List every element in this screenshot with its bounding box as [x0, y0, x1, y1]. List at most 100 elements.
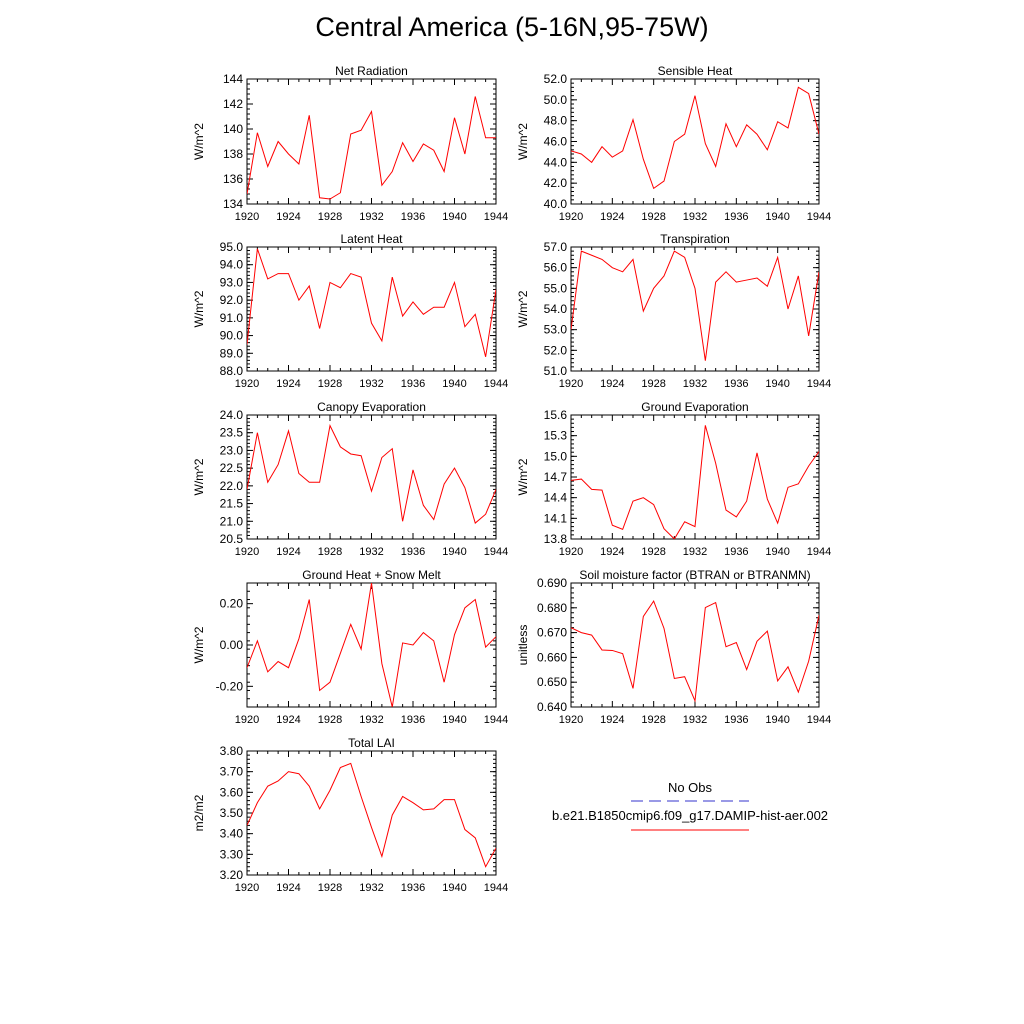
y-tick-label: 57.0 [544, 240, 568, 254]
y-tick-label: 0.640 [537, 700, 567, 714]
series-line [247, 762, 496, 868]
panel-7: 1920 1924 1928 1932 1936 1940 1944 -0.20 0.00 0.2… [192, 568, 508, 726]
y-tick-label: 3.50 [220, 806, 244, 820]
x-tick-label: 1940 [765, 378, 789, 390]
legend-obs-label: No Obs [668, 780, 713, 795]
panel-title: Latent Heat [340, 232, 403, 246]
y-tick-label: 95.0 [220, 240, 244, 254]
y-tick-label: 21.5 [220, 497, 244, 511]
y-tick-label: 134 [223, 197, 243, 211]
x-tick-label: 1944 [484, 714, 508, 726]
x-tick-label: 1932 [683, 714, 707, 726]
y-tick-label: 93.0 [220, 275, 244, 289]
x-tick-label: 1924 [600, 211, 624, 223]
panel-2: 1920 1924 1928 1932 1936 1940 1944 40.0 42.0 44.0… [516, 64, 831, 223]
x-tick-label: 1940 [442, 546, 466, 558]
panel-title: Soil moisture factor (BTRAN or BTRANMN) [579, 568, 810, 582]
plot-frame [246, 78, 497, 205]
x-tick-label: 1932 [359, 882, 383, 894]
plot-frame [246, 582, 497, 708]
plot-frame [570, 582, 820, 708]
x-tick-label: 1920 [559, 714, 583, 726]
y-tick-label: -0.20 [216, 679, 244, 693]
y-tick-label: 3.60 [220, 785, 244, 799]
y-tick-label: 52.0 [544, 72, 568, 86]
y-tick-label: 15.3 [544, 429, 568, 443]
y-tick-label: 51.0 [544, 364, 568, 378]
y-axis-label: W/m^2 [192, 123, 206, 160]
y-tick-label: 92.0 [220, 293, 244, 307]
x-tick-label: 1936 [401, 882, 425, 894]
y-tick-label: 54.0 [544, 302, 568, 316]
x-tick-label: 1932 [359, 378, 383, 390]
y-tick-label: 138 [223, 147, 243, 161]
plot-frame [246, 414, 497, 540]
x-tick-label: 1928 [641, 378, 665, 390]
x-tick-label: 1920 [235, 211, 259, 223]
y-tick-label: 0.660 [537, 650, 567, 664]
y-axis-label: W/m^2 [192, 290, 206, 327]
x-tick-label: 1932 [359, 546, 383, 558]
x-tick-label: 1928 [318, 378, 342, 390]
y-tick-label: 144 [223, 72, 243, 86]
x-tick-label: 1932 [683, 378, 707, 390]
y-tick-label: 15.6 [544, 408, 568, 422]
y-tick-label: 0.670 [537, 626, 567, 640]
x-tick-label: 1944 [807, 714, 831, 726]
x-tick-label: 1920 [559, 378, 583, 390]
series-line [571, 86, 819, 190]
x-tick-label: 1944 [807, 211, 831, 223]
y-tick-label: 3.20 [220, 868, 244, 882]
x-tick-label: 1928 [318, 546, 342, 558]
y-tick-label: 90.0 [220, 329, 244, 343]
y-tick-label: 89.0 [220, 346, 244, 360]
y-tick-label: 44.0 [544, 155, 568, 169]
y-tick-label: 56.0 [544, 261, 568, 275]
y-tick-label: 14.7 [544, 470, 568, 484]
y-tick-label: 3.30 [220, 847, 244, 861]
panel-title: Transpiration [660, 232, 730, 246]
figure-title: Central America (5-16N,95-75W) [315, 12, 709, 42]
x-tick-label: 1924 [600, 378, 624, 390]
x-tick-label: 1936 [724, 211, 748, 223]
x-tick-label: 1924 [600, 546, 624, 558]
x-tick-label: 1944 [484, 882, 508, 894]
y-tick-label: 50.0 [544, 93, 568, 107]
y-tick-label: 20.5 [220, 532, 244, 546]
x-tick-label: 1924 [276, 882, 300, 894]
y-tick-label: 0.00 [220, 638, 244, 652]
series-line [571, 250, 819, 361]
panel-6: 1920 1924 1928 1932 1936 1940 1944 13.8 14.1 14.4… [516, 400, 831, 558]
x-tick-label: 1944 [807, 378, 831, 390]
x-tick-label: 1940 [765, 714, 789, 726]
y-tick-label: 52.0 [544, 343, 568, 357]
y-tick-label: 22.5 [220, 461, 244, 475]
x-tick-label: 1924 [276, 714, 300, 726]
x-tick-label: 1924 [276, 211, 300, 223]
y-tick-label: 3.80 [220, 744, 244, 758]
plot-frame [246, 246, 497, 372]
y-axis-label: W/m^2 [516, 290, 530, 327]
y-tick-label: 24.0 [220, 408, 244, 422]
x-tick-label: 1920 [559, 546, 583, 558]
x-tick-label: 1928 [641, 714, 665, 726]
panel-5: 1920 1924 1928 1932 1936 1940 1944 20.5 21.0 21.5… [192, 400, 508, 558]
y-tick-label: 136 [223, 172, 243, 186]
y-tick-label: 140 [223, 122, 243, 136]
x-tick-label: 1936 [401, 378, 425, 390]
x-tick-label: 1944 [484, 378, 508, 390]
y-tick-label: 40.0 [544, 197, 568, 211]
y-tick-label: 0.650 [537, 675, 567, 689]
x-tick-label: 1920 [235, 882, 259, 894]
panel-title: Total LAI [348, 736, 395, 750]
x-tick-label: 1936 [724, 378, 748, 390]
x-tick-label: 1920 [235, 378, 259, 390]
x-tick-label: 1936 [401, 714, 425, 726]
series-line [571, 600, 819, 703]
y-tick-label: 48.0 [544, 114, 568, 128]
x-tick-label: 1940 [442, 882, 466, 894]
panel-1: 1920 1924 1928 1932 1936 1940 1944 134 136 138 140… [192, 64, 508, 223]
x-tick-label: 1936 [401, 546, 425, 558]
panel-title: Net Radiation [335, 64, 408, 78]
y-tick-label: 42.0 [544, 176, 568, 190]
